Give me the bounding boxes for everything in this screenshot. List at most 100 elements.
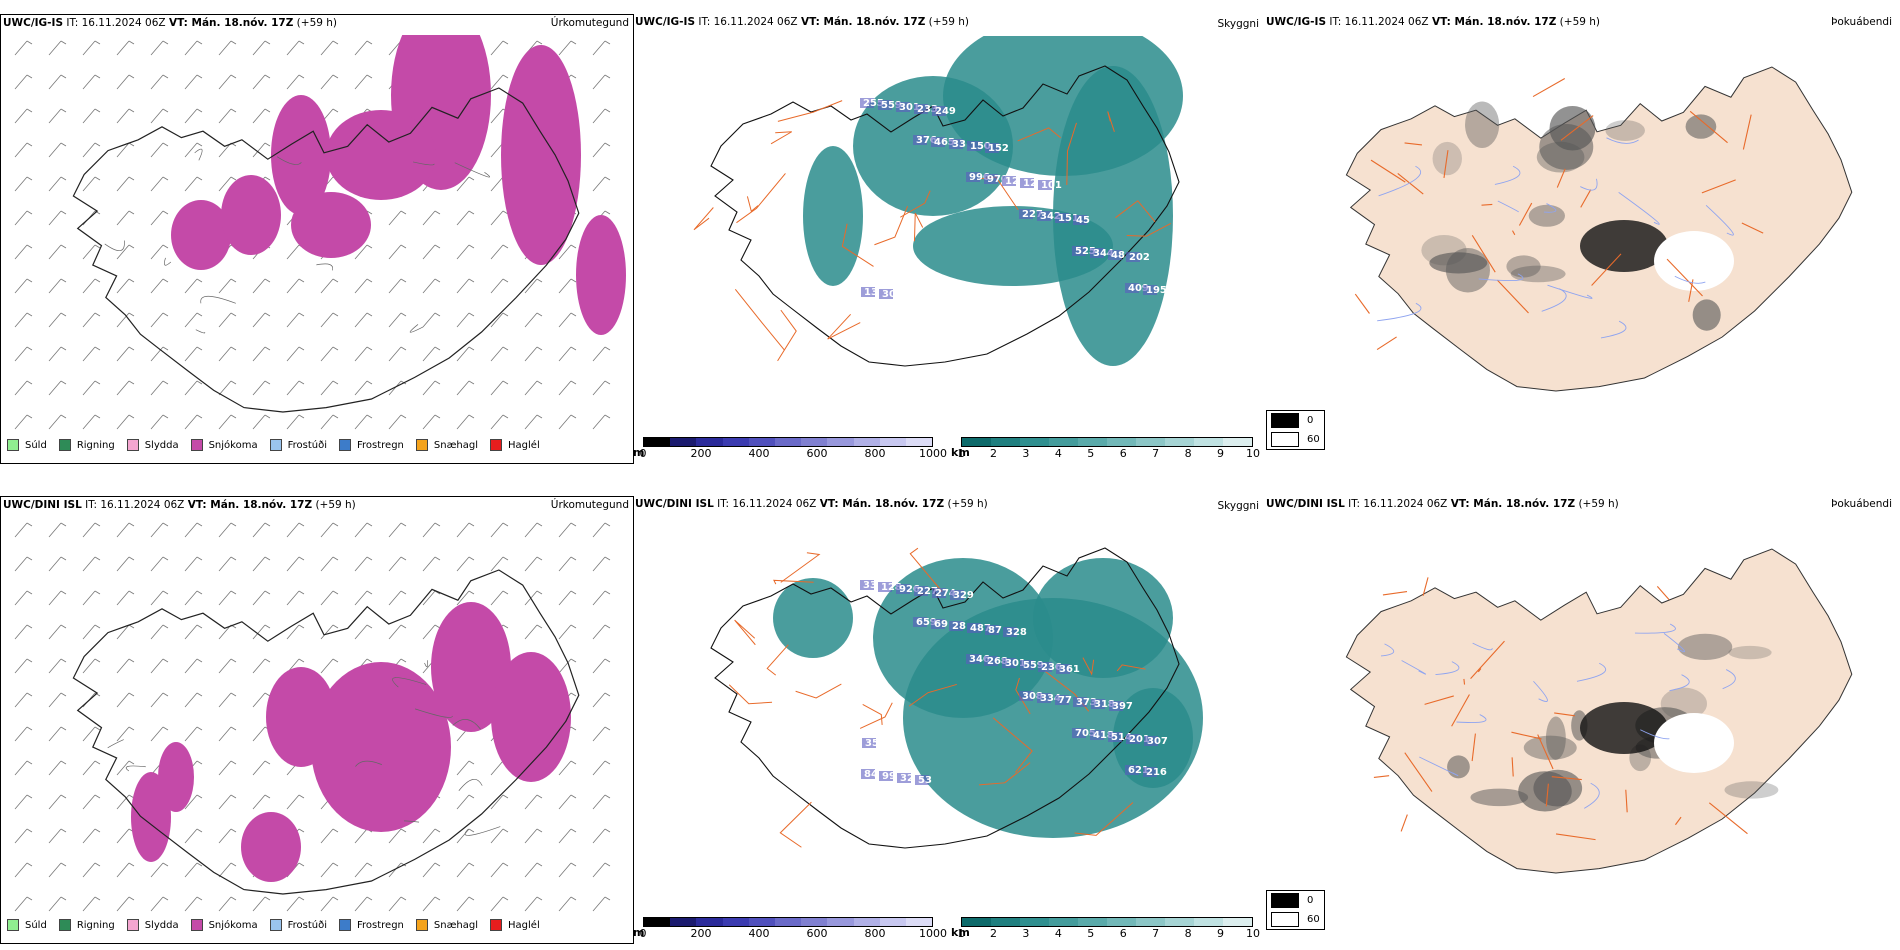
cloud-base-label: 487 <box>970 623 991 634</box>
panel-title: UWC/IG-IS IT: 16.11.2024 06Z VT: Mán. 18… <box>3 17 338 29</box>
legend-swatch <box>269 439 282 451</box>
colorbar-cell <box>670 438 697 446</box>
legend-label: Súld <box>25 919 47 931</box>
legend-item: Slydda <box>126 439 179 451</box>
visibility-map: 336 659 346 308 705 621 128 69 268 334 418 216 926 28… <box>710 547 1203 849</box>
legend-swatch <box>415 919 428 931</box>
legend-label: Snjókoma <box>208 439 258 451</box>
colorbar-cell <box>801 918 828 926</box>
cloud-base-label: 249 <box>935 106 956 117</box>
colorbar-tick: 2 <box>989 927 997 940</box>
colorbar-tick: 0 <box>639 447 647 460</box>
panel-variable-label: Þokuábendi <box>1831 16 1892 28</box>
legend-swatch <box>415 439 428 451</box>
colorbar-tick: 400 <box>748 927 770 940</box>
cloud-base-label: 318 <box>1094 699 1115 710</box>
legend-swatch <box>126 919 139 931</box>
colorbar-tick: 6 <box>1119 447 1127 460</box>
colorbar-cell <box>1194 438 1223 446</box>
colorbar-tick: 2 <box>989 447 997 460</box>
colorbar-unit: m <box>633 446 645 459</box>
fog-legend-item: 0 <box>1267 411 1324 430</box>
cloud-base-label: 307 <box>1147 736 1168 747</box>
legend-item: Frostúði <box>269 439 327 451</box>
colorbar-cell <box>670 918 697 926</box>
colorbar-tick: 400 <box>748 447 770 460</box>
colorbar-cell <box>879 918 906 926</box>
cloud-base-label: 559 <box>1023 660 1044 671</box>
legend-swatch <box>190 919 203 931</box>
fog-legend-label: 60 <box>1307 434 1320 445</box>
cloud-base-label: 69 <box>934 619 948 630</box>
colorbar-cell <box>1194 918 1223 926</box>
colorbar-tick: 10 <box>1246 927 1260 940</box>
legend-label: Slydda <box>144 439 179 451</box>
colorbar-tick: 8 <box>1184 447 1192 460</box>
panel-title: UWC/DINI ISL IT: 16.11.2024 06Z VT: Mán.… <box>1266 498 1619 510</box>
colorbar-cell <box>748 438 775 446</box>
legend-swatch <box>269 919 282 931</box>
legend-item: Snæhagl <box>415 919 479 931</box>
legend-label: Frostúði <box>287 439 327 451</box>
cloud-base-label: 233 <box>917 104 938 115</box>
cloud-base-label: 101 <box>1041 180 1062 191</box>
cloud-base-label: 255 <box>863 98 884 109</box>
legend-label: Snæhagl <box>433 919 479 931</box>
colorbar-tick: 1 <box>957 927 965 940</box>
legend-item: Haglél <box>490 919 540 931</box>
colorbar-cell <box>827 918 854 926</box>
panel-r1-visibility: UWC/IG-IS IT: 16.11.2024 06Z VT: Mán. 18… <box>633 14 1263 462</box>
colorbar-cell <box>801 438 828 446</box>
panel-title: UWC/DINI ISL IT: 16.11.2024 06Z VT: Mán.… <box>635 498 988 510</box>
cloud-base-label: 134 <box>864 287 885 298</box>
colorbar-tick: 600 <box>806 447 828 460</box>
colorbar-cell <box>644 918 671 926</box>
panel-variable-label: Skyggni <box>1217 500 1260 512</box>
legend-label: Snæhagl <box>433 439 479 451</box>
cloud-base-label: 376 <box>916 135 937 146</box>
panel-r2-visibility: UWC/DINI ISL IT: 16.11.2024 06Z VT: Mán.… <box>633 496 1263 942</box>
cloud-base-label: 308 <box>1022 691 1043 702</box>
legend-item: Frostúði <box>269 919 327 931</box>
cloud-base-label: 48 <box>1111 250 1125 261</box>
cloud-base-label: 201 <box>1129 734 1150 745</box>
colorbar-cell <box>991 438 1020 446</box>
cloud-base-label: 150 <box>970 141 991 152</box>
fog-legend-label: 60 <box>1307 914 1320 925</box>
cloud-base-label: 301 <box>899 102 920 113</box>
legend-label: Rigning <box>76 439 115 451</box>
cloud-base-label: 87 <box>988 625 1002 636</box>
colorbar-cell <box>879 438 906 446</box>
fog-legend-swatch <box>1271 413 1299 428</box>
cloud-base-label: 926 <box>899 584 920 595</box>
cloud-base-label: 268 <box>987 656 1008 667</box>
colorbar-cell <box>1223 918 1252 926</box>
colorbar-cell <box>853 438 880 446</box>
fog-legend-swatch <box>1271 912 1299 927</box>
cloud-base-label: 128 <box>881 582 902 593</box>
precip-map <box>14 522 611 912</box>
colorbar-tick: 6 <box>1119 927 1127 940</box>
colorbar-tick: 5 <box>1087 927 1095 940</box>
cloud-base-label: 152 <box>988 143 1009 154</box>
fog-legend-swatch <box>1271 432 1299 447</box>
cloudbase-colorbar: m 0 200 400 600 800 1000 <box>633 437 947 460</box>
legend-item: Snjókoma <box>190 439 258 451</box>
legend-item: Súld <box>7 919 47 931</box>
panel-r1-precip: UWC/IG-IS IT: 16.11.2024 06Z VT: Mán. 18… <box>0 14 634 464</box>
legend-item: Frostregn <box>339 919 404 931</box>
legend-swatch <box>7 439 19 451</box>
cloud-base-label: 329 <box>953 590 974 601</box>
cloud-base-label: 361 <box>1059 664 1080 675</box>
cloud-base-label: 328 <box>900 773 921 784</box>
legend-item: Frostregn <box>339 439 404 451</box>
colorbar-cell <box>1078 918 1107 926</box>
colorbar-cell <box>696 438 723 446</box>
cloud-base-label: 409 <box>1128 283 1149 294</box>
cloud-base-label: 705 <box>1075 728 1096 739</box>
legend-swatch <box>190 439 203 451</box>
legend-item: Snæhagl <box>415 439 479 451</box>
cloud-base-label: 202 <box>1129 252 1150 263</box>
colorbar-tick: 4 <box>1054 927 1062 940</box>
visibility-map: 255 376 996 227 525 409 559 465 970 342 344 195 301 3… <box>693 36 1183 367</box>
